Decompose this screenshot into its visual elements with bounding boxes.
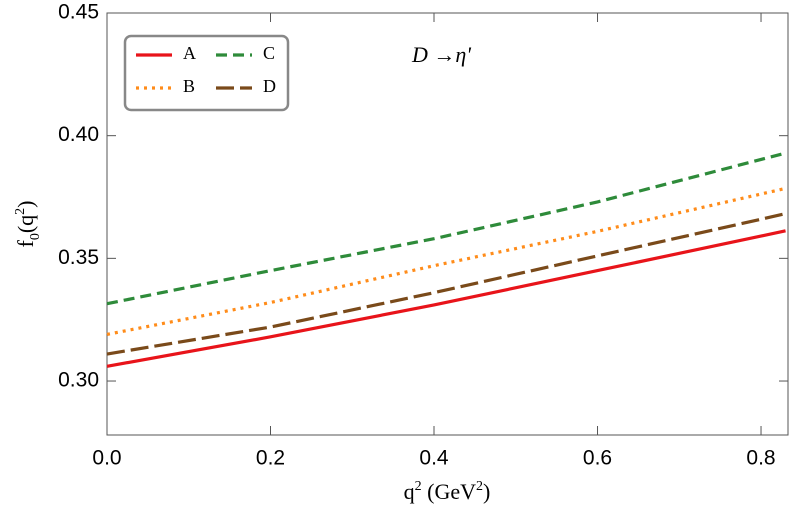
label-part: q xyxy=(404,479,415,504)
legend-label: D xyxy=(263,76,276,96)
series-line xyxy=(106,212,786,356)
y-axis-label: f0(q2) xyxy=(13,201,43,248)
y-tick-label: 0.40 xyxy=(58,123,99,146)
label-part: ) xyxy=(13,201,38,208)
x-tick-label: 0.6 xyxy=(583,447,612,470)
x-tick-label: 0.4 xyxy=(419,447,449,470)
label-part: (q xyxy=(13,215,38,233)
legend-label: A xyxy=(183,43,196,63)
annotation: D →η' xyxy=(411,42,471,67)
label-part: 2 xyxy=(415,479,422,494)
label-part: f xyxy=(13,239,38,247)
label-part: 0 xyxy=(28,233,43,240)
x-tick-label: 0.0 xyxy=(92,447,121,470)
y-tick-label: 0.45 xyxy=(58,1,99,24)
series-line xyxy=(106,229,786,368)
x-axis-label: q2 (GeV2) xyxy=(404,479,491,504)
label-part: 2 xyxy=(476,479,483,494)
y-tick-label: 0.30 xyxy=(58,369,99,392)
label-part: (GeV xyxy=(422,479,476,504)
label-part: D xyxy=(411,42,428,67)
x-tick-label: 0.8 xyxy=(746,447,775,470)
series-line xyxy=(106,186,786,336)
label-part: 2 xyxy=(13,208,28,215)
label-part: → xyxy=(428,42,456,67)
legend-label: C xyxy=(263,43,275,63)
legend-label: B xyxy=(183,76,195,96)
label-part: ) xyxy=(483,479,490,504)
x-tick-label: 0.2 xyxy=(256,447,285,470)
y-tick-label: 0.35 xyxy=(58,246,99,269)
label-part: η' xyxy=(455,42,471,67)
series-line xyxy=(106,151,786,306)
plot-frame xyxy=(106,12,789,436)
